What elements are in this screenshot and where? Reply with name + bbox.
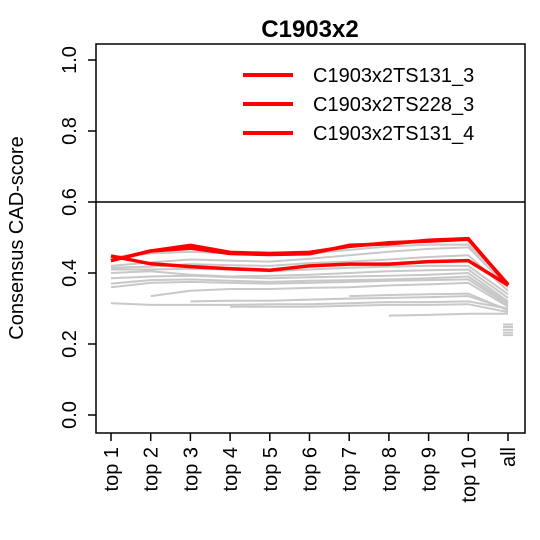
background-series-line-7 — [110, 275, 509, 305]
x-tick-label-4: top 4 — [220, 447, 242, 491]
x-tick-label-1: top 1 — [101, 447, 123, 491]
y-tick-label-6: 1.0 — [59, 46, 81, 74]
y-tick-label-4: 0.6 — [59, 188, 81, 216]
y-axis-label: Consensus CAD-score — [6, 136, 28, 339]
x-tick-label-3: top 3 — [180, 447, 202, 491]
plot-frame — [95, 43, 526, 434]
background-series-line-11 — [190, 295, 509, 311]
legend-label-2: C1903x2TS228_3 — [313, 94, 474, 116]
x-tick-label-8: top 8 — [379, 447, 401, 491]
background-series-line-2 — [110, 246, 509, 288]
x-tick-label-6: top 6 — [300, 447, 322, 491]
plot-area: 0.0 0.2 0.4 0.6 0.8 1.0 top 1 top 2 top 3 top 4 to… — [59, 43, 526, 503]
legend-label-1: C1903x2TS131_3 — [313, 65, 474, 87]
legend-label-3: C1903x2TS131_4 — [313, 123, 474, 145]
highlight-series-line-3 — [110, 254, 509, 287]
x-tick-label-7: top 7 — [339, 447, 361, 491]
background-series-line-10 — [150, 281, 509, 308]
chart-title: C1903x2 — [261, 16, 358, 43]
x-tick-label-11: all — [498, 447, 520, 467]
background-series-line-5 — [110, 268, 509, 299]
background-series-line-8 — [110, 278, 509, 306]
background-series-line-4 — [111, 264, 509, 296]
y-tick-label-3: 0.4 — [59, 259, 81, 287]
x-tick-label-5: top 5 — [260, 447, 282, 491]
background-series-line-6 — [110, 271, 509, 303]
y-tick-label-5: 0.8 — [59, 117, 81, 145]
background-series-line-12 — [230, 303, 509, 314]
highlight-series-line-2 — [110, 236, 510, 287]
x-tick-label-9: top 9 — [419, 447, 441, 491]
y-tick-label-1: 0.0 — [59, 401, 81, 429]
y-tick-label-2: 0.2 — [59, 330, 81, 358]
background-series-line-13 — [349, 292, 509, 312]
x-tick-label-10: top 10 — [458, 447, 480, 503]
background-series-line-9 — [110, 300, 509, 310]
x-tick-label-2: top 2 — [141, 447, 163, 491]
background-series-line-14 — [388, 312, 508, 317]
